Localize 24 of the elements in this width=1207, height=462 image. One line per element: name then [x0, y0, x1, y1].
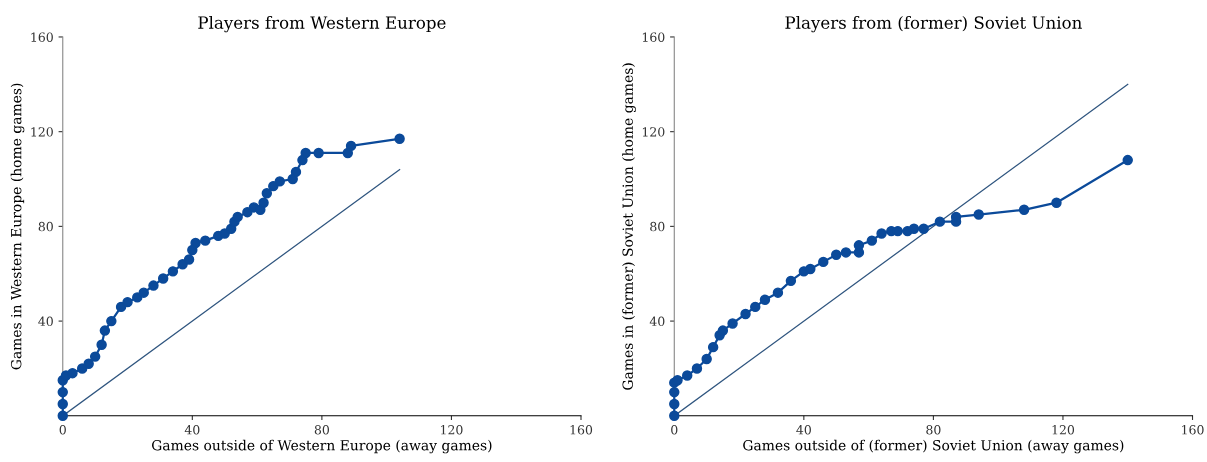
x-tick-label: 0	[671, 425, 678, 435]
y-tick-label: 160	[31, 32, 53, 42]
x-tick-label: 160	[570, 425, 593, 435]
chart-title: Players from (former) Soviet Union	[785, 15, 1082, 33]
x-axis-title: Games outside of (former) Soviet Union (away games)	[743, 439, 1124, 454]
y-tick-label: 40	[649, 316, 665, 327]
y-tick-label: 120	[642, 127, 665, 137]
y-axis-title: Games in Western Europe (home games)	[10, 83, 25, 370]
x-tick-label: 40	[796, 425, 811, 435]
x-tick-label: 120	[1052, 425, 1075, 435]
y-axis-title: Games in (former) Soviet Union (home games)	[622, 63, 636, 390]
x-tick-label: 0	[59, 425, 66, 435]
y-tick-label: 40	[38, 316, 53, 327]
x-axis-title: Games outside of Western Europe (away games)	[151, 439, 492, 454]
x-tick-label: 80	[926, 425, 941, 435]
chart-title: Players from Western Europe	[198, 15, 446, 33]
y-tick-label: 80	[38, 221, 53, 232]
y-tick-label: 120	[31, 127, 53, 137]
x-tick-label: 80	[314, 425, 329, 435]
x-tick-label: 120	[441, 425, 463, 435]
y-tick-label: 80	[650, 221, 665, 232]
x-tick-label: 160	[1182, 425, 1204, 435]
x-tick-label: 40	[184, 425, 200, 435]
y-tick-label: 160	[642, 32, 665, 42]
